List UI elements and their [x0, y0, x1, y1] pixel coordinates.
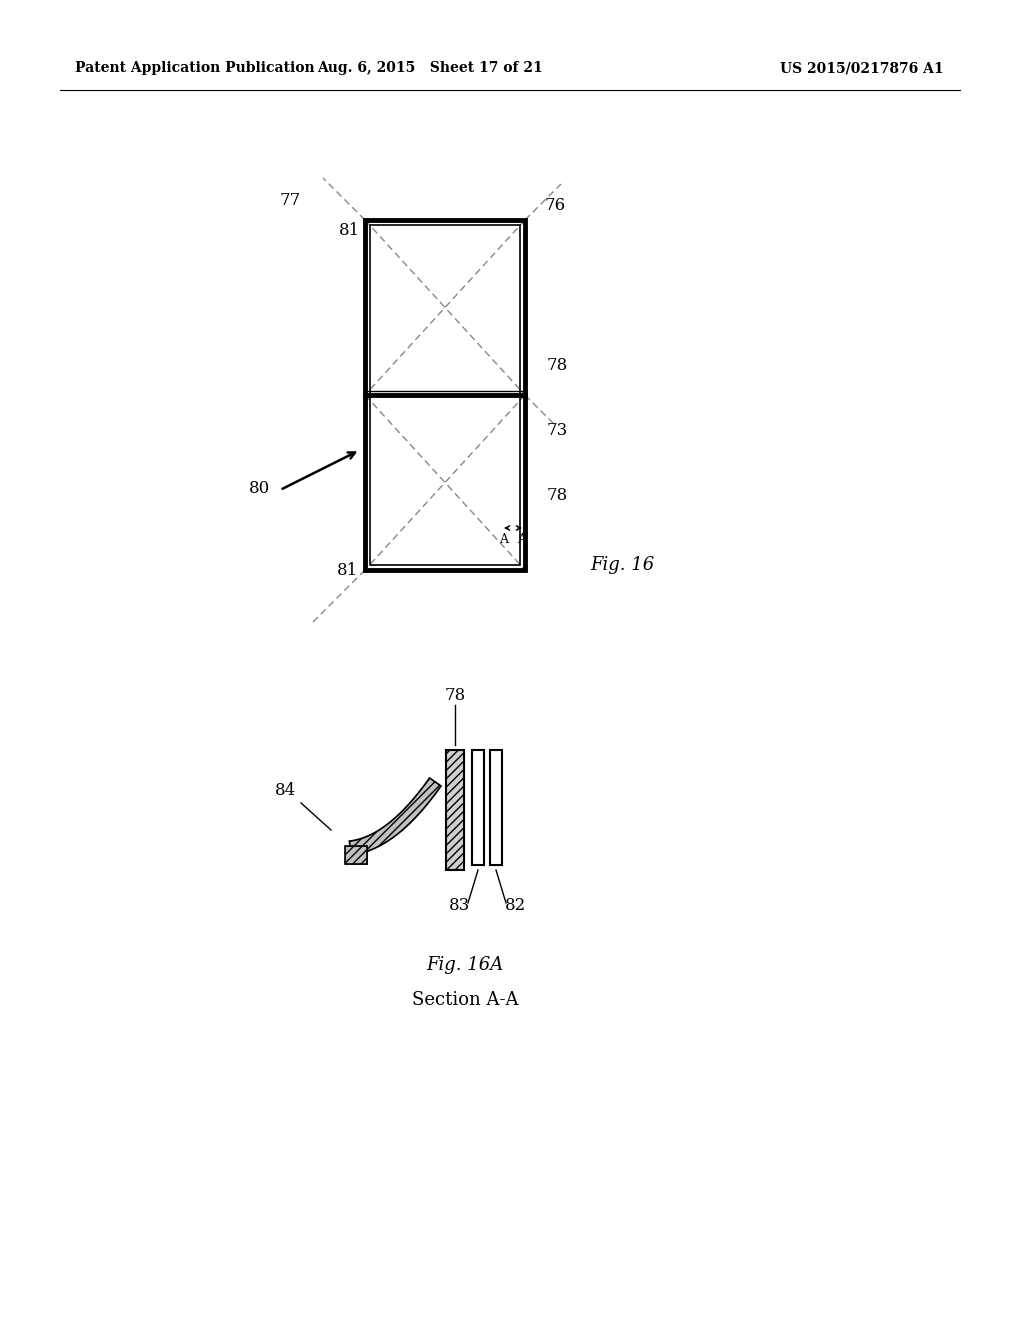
Bar	[472, 750, 484, 865]
Bar	[446, 750, 464, 870]
Bar	[446, 750, 464, 870]
Text: 83: 83	[450, 898, 471, 913]
Text: 81: 81	[336, 562, 357, 579]
Bar	[365, 220, 525, 570]
Bar	[345, 846, 367, 865]
Text: 78: 78	[547, 356, 567, 374]
Bar	[490, 750, 502, 865]
Text: A: A	[517, 533, 526, 546]
Text: Section A-A: Section A-A	[412, 991, 518, 1008]
Text: 76: 76	[545, 197, 565, 214]
Polygon shape	[349, 777, 441, 855]
Text: US 2015/0217876 A1: US 2015/0217876 A1	[780, 61, 944, 75]
Text: 73: 73	[547, 422, 567, 440]
Text: Fig. 16: Fig. 16	[590, 556, 654, 574]
Text: 84: 84	[275, 781, 297, 799]
Bar	[345, 846, 367, 865]
Text: 78: 78	[547, 487, 567, 504]
Text: 78: 78	[444, 686, 466, 704]
Text: 81: 81	[339, 222, 360, 239]
Text: 77: 77	[280, 191, 301, 209]
Text: A: A	[500, 533, 509, 546]
Bar	[370, 224, 520, 565]
Text: 82: 82	[506, 898, 526, 913]
Text: Patent Application Publication: Patent Application Publication	[75, 61, 314, 75]
Text: Aug. 6, 2015   Sheet 17 of 21: Aug. 6, 2015 Sheet 17 of 21	[317, 61, 543, 75]
Text: 80: 80	[250, 480, 270, 498]
Text: Fig. 16A: Fig. 16A	[426, 956, 504, 974]
